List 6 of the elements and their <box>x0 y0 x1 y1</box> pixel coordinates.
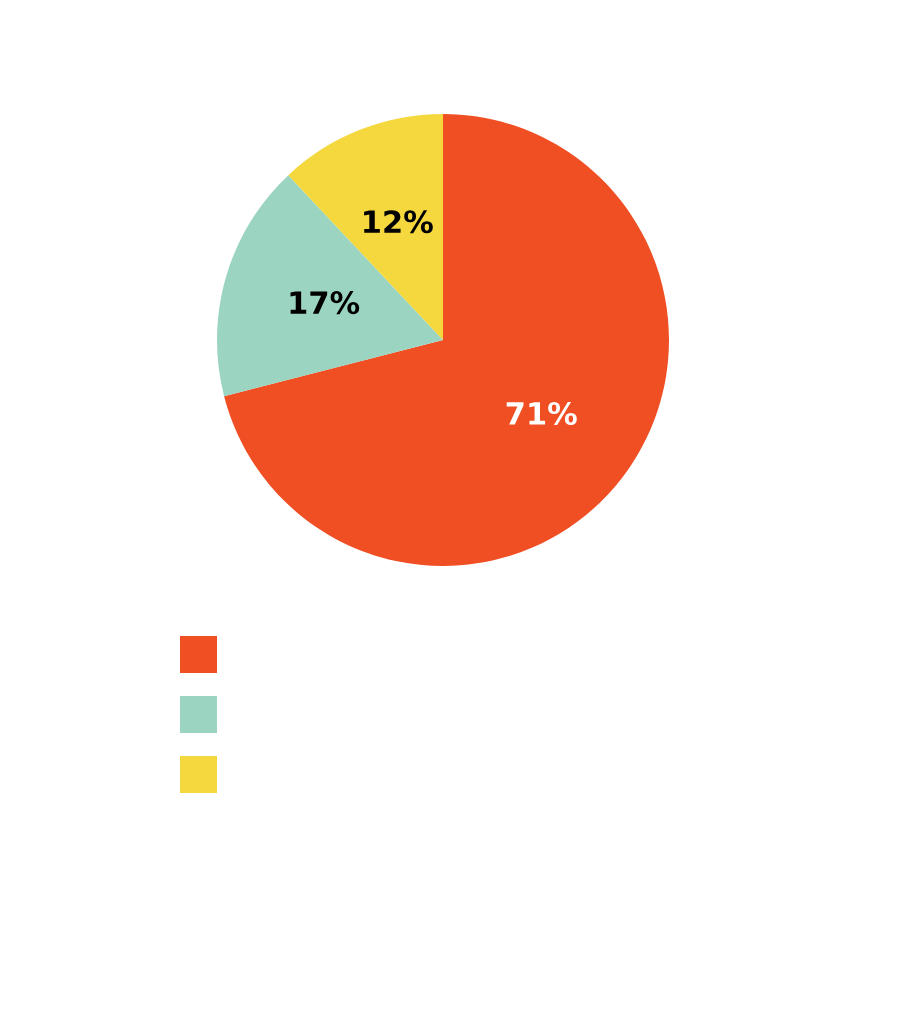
pie-slice <box>224 114 669 566</box>
pie-slice <box>288 114 443 340</box>
pie-slice <box>217 175 443 397</box>
data-label: 12% <box>364 210 433 234</box>
data-label: 17% <box>290 291 360 315</box>
data-label: 71% <box>506 401 577 426</box>
